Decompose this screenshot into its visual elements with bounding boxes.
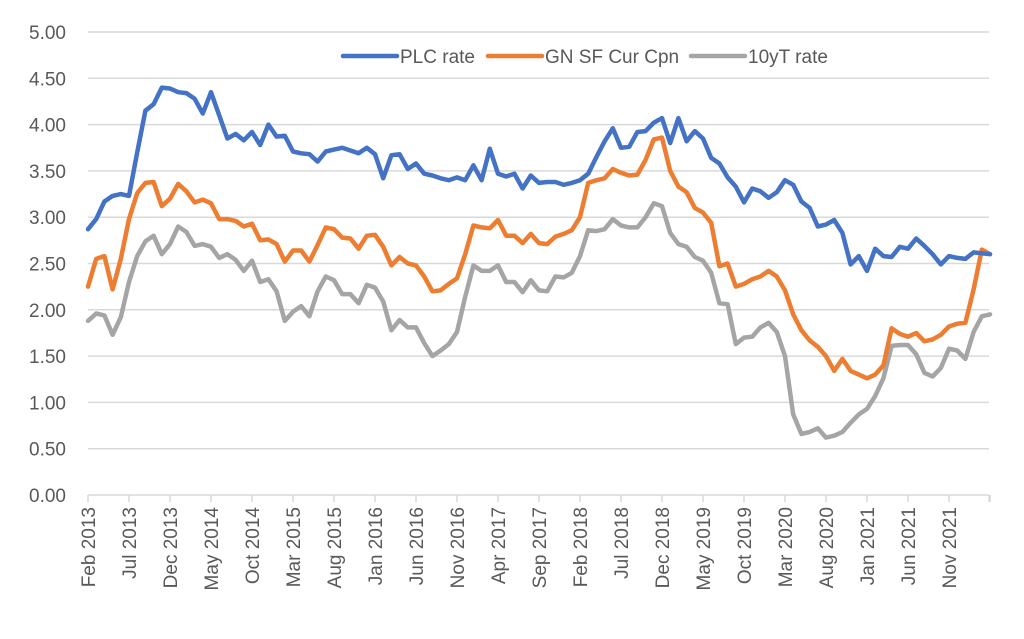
x-tick-label: Nov 2021 <box>940 507 961 588</box>
y-tick-label: 5.00 <box>29 23 66 44</box>
x-tick-label: Jun 2016 <box>407 507 428 585</box>
series-lines <box>85 85 993 440</box>
x-tick-label: Mar 2020 <box>776 507 797 587</box>
x-tick-label: Sep 2017 <box>530 507 551 588</box>
legend-item: GN SF Cur Cpn <box>485 47 679 68</box>
y-tick-label: 0.00 <box>29 486 66 507</box>
legend-item: PLC rate <box>340 47 475 68</box>
x-tick-label: Jan 2021 <box>858 507 879 585</box>
x-tick-label: Apr 2017 <box>489 507 510 584</box>
x-tick-label: Dec 2018 <box>653 507 674 588</box>
series-line-10yt-rate <box>85 201 993 440</box>
x-tick-label: Aug 2020 <box>817 507 838 588</box>
x-tick-label: Feb 2013 <box>79 507 100 587</box>
x-tick-label: Mar 2015 <box>284 507 305 587</box>
y-tick-label: 3.00 <box>29 208 66 229</box>
y-tick-label: 1.00 <box>29 393 66 414</box>
y-tick-label: 4.50 <box>29 69 66 90</box>
x-axis: Feb 2013 Jul 2013 Dec 2013 May 2014 Oct 2014… <box>79 494 991 591</box>
y-tick-label: 4.00 <box>29 116 66 137</box>
x-tick-label: Jul 2013 <box>120 507 141 579</box>
legend-label: 10yT rate <box>748 47 828 68</box>
x-tick-label: May 2014 <box>202 507 223 591</box>
x-tick-label: Feb 2018 <box>571 507 592 587</box>
y-tick-label: 1.50 <box>29 347 66 368</box>
x-tick-label: Nov 2016 <box>448 507 469 588</box>
x-tick-label: Jun 2021 <box>899 507 920 585</box>
x-tick-label: Oct 2014 <box>243 507 264 585</box>
gridlines <box>88 31 989 450</box>
legend-label: GN SF Cur Cpn <box>545 47 679 68</box>
x-tick-label: Oct 2019 <box>735 507 756 584</box>
y-tick-label: 2.50 <box>29 255 66 276</box>
series-line-plc-rate <box>85 85 993 274</box>
x-tick-label: Jan 2016 <box>366 507 387 585</box>
series-line-gn-sf-cur-cpn <box>85 135 993 381</box>
x-tick-label: Jul 2018 <box>612 507 633 579</box>
legend-item: 10yT rate <box>688 47 828 68</box>
legend-label: PLC rate <box>400 47 475 68</box>
y-tick-label: 2.00 <box>29 301 66 322</box>
x-tick-label: Dec 2013 <box>161 507 182 588</box>
x-tick-label: Aug 2015 <box>325 507 346 588</box>
x-tick-label: May 2019 <box>694 507 715 590</box>
y-axis-tick-labels: 0.00 0.50 1.00 1.50 2.00 2.50 3.00 3.50 4.00 4.50… <box>29 23 66 507</box>
y-tick-label: 0.50 <box>29 440 66 461</box>
legend: PLC rate GN SF Cur Cpn 10yT rate <box>340 47 828 68</box>
y-tick-label: 3.50 <box>29 162 66 183</box>
